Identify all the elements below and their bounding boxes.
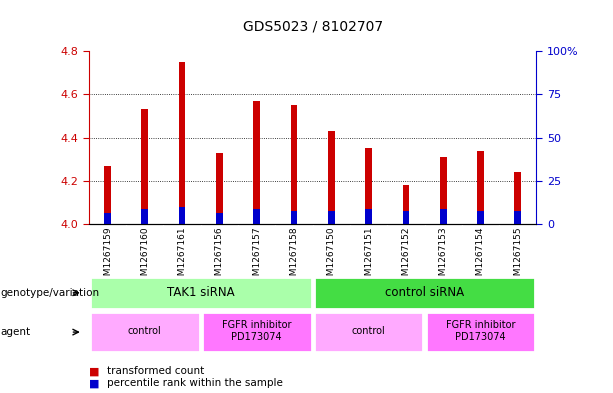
Bar (90, 312, 200, 352)
Bar (291, 211, 297, 224)
Bar (216, 152, 223, 224)
Text: FGFR inhibitor
PD173074: FGFR inhibitor PD173074 (222, 320, 291, 342)
Bar (328, 131, 335, 224)
Text: transformed count: transformed count (107, 366, 205, 376)
Bar (403, 185, 409, 224)
Text: TAK1 siRNA: TAK1 siRNA (167, 286, 235, 299)
Bar (365, 149, 372, 224)
Bar (514, 211, 521, 224)
Text: GSM1267161: GSM1267161 (178, 226, 186, 287)
Bar (90, 277, 311, 309)
Bar (440, 209, 446, 224)
Text: genotype/variation: genotype/variation (0, 288, 99, 298)
Text: GSM1267152: GSM1267152 (402, 226, 410, 287)
Bar (253, 209, 260, 224)
Text: agent: agent (0, 327, 30, 337)
Bar (104, 213, 111, 224)
Text: ■: ■ (89, 378, 99, 388)
Bar (403, 211, 409, 224)
Text: percentile rank within the sample: percentile rank within the sample (107, 378, 283, 388)
Bar (314, 277, 535, 309)
Bar (365, 209, 372, 224)
Text: GSM1267155: GSM1267155 (513, 226, 522, 287)
Text: control siRNA: control siRNA (385, 286, 464, 299)
Bar (440, 157, 446, 224)
Text: GSM1267157: GSM1267157 (252, 226, 261, 287)
Bar (216, 213, 223, 224)
Text: control: control (128, 326, 162, 336)
Text: GSM1267150: GSM1267150 (327, 226, 336, 287)
Text: GDS5023 / 8102707: GDS5023 / 8102707 (243, 20, 383, 34)
Bar (202, 312, 311, 352)
Text: GSM1267153: GSM1267153 (439, 226, 447, 287)
Bar (314, 312, 424, 352)
Text: GSM1267151: GSM1267151 (364, 226, 373, 287)
Bar (253, 101, 260, 224)
Bar (477, 151, 484, 224)
Bar (179, 62, 186, 224)
Bar (104, 166, 111, 224)
Bar (142, 109, 148, 224)
Text: GSM1267158: GSM1267158 (289, 226, 299, 287)
Bar (291, 105, 297, 224)
Bar (328, 211, 335, 224)
Text: GSM1267156: GSM1267156 (215, 226, 224, 287)
Text: GSM1267160: GSM1267160 (140, 226, 150, 287)
Bar (179, 207, 186, 224)
Text: FGFR inhibitor
PD173074: FGFR inhibitor PD173074 (446, 320, 515, 342)
Bar (477, 211, 484, 224)
Text: control: control (352, 326, 386, 336)
Text: GSM1267159: GSM1267159 (103, 226, 112, 287)
Text: GSM1267154: GSM1267154 (476, 226, 485, 287)
Bar (514, 172, 521, 224)
Bar (142, 209, 148, 224)
Bar (425, 312, 535, 352)
Text: ■: ■ (89, 366, 99, 376)
